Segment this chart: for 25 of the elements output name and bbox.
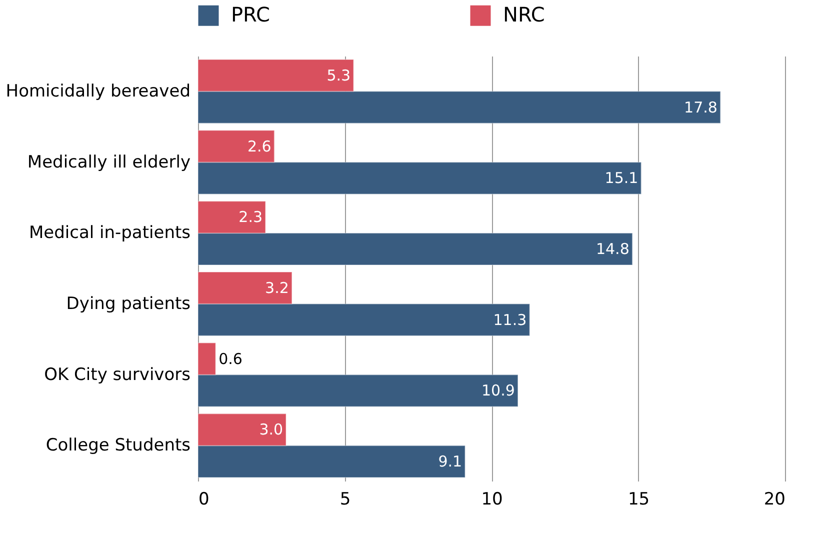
y-tick-label: Homicidally bereaved [6, 81, 190, 102]
data-label: 2.6 [247, 137, 272, 156]
y-tick-label: Medical in-patients [28, 223, 191, 244]
data-label: 2.3 [238, 208, 263, 226]
x-tick-label: 10 [481, 490, 503, 510]
data-label: 3.2 [265, 278, 289, 297]
x-tick-label: 20 [764, 490, 786, 510]
data-label: 3.0 [259, 420, 284, 439]
x-tick-label: 15 [628, 490, 650, 510]
data-label: 9.1 [438, 452, 462, 471]
data-label: 5.3 [326, 66, 351, 84]
legend-label: NRC [503, 2, 545, 27]
y-tick-label: College Students [46, 436, 191, 456]
y-tick-label: Dying patients [66, 294, 191, 314]
data-label: 0.6 [218, 350, 242, 368]
legend-label: PRC [231, 2, 270, 27]
y-tick-label: OK City survivors [44, 364, 191, 385]
data-label: 11.3 [493, 310, 527, 329]
data-label: 14.8 [596, 240, 630, 258]
data-label: 17.8 [684, 98, 718, 116]
data-label: 10.9 [482, 382, 515, 400]
x-tick-label: 0 [198, 490, 210, 510]
y-tick-label: Medically ill elderly [27, 152, 190, 172]
data-label: 15.1 [604, 169, 638, 188]
x-tick-label: 5 [340, 490, 351, 510]
